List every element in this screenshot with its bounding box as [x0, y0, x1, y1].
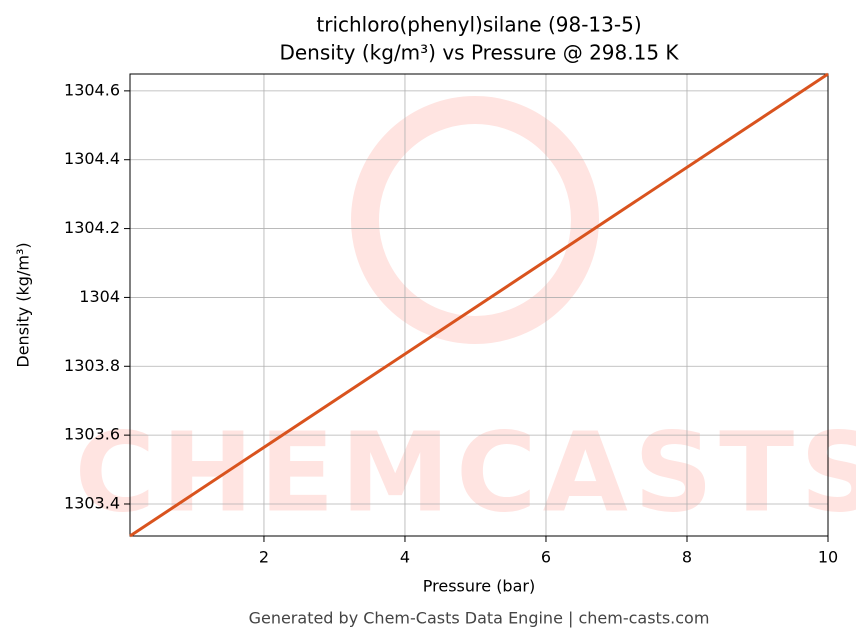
y-tick-label: 1304.2	[64, 218, 120, 237]
x-tick-label: 8	[682, 548, 692, 567]
x-tick-label: 6	[541, 548, 551, 567]
y-tick-label: 1304	[79, 287, 120, 306]
x-tick-label: 4	[400, 548, 410, 567]
x-tick-label: 2	[259, 548, 269, 567]
y-axis-label: Density (kg/m³)	[14, 242, 33, 367]
data-line	[129, 72, 829, 538]
chart-subtitle: Density (kg/m³) vs Pressure @ 298.15 K	[279, 41, 679, 65]
y-tick-label: 1303.6	[64, 425, 120, 444]
footer: Generated by Chem-Casts Data Engine | ch…	[249, 609, 710, 628]
chart-title: trichloro(phenyl)silane (98-13-5)	[316, 13, 641, 37]
y-tick-label: 1303.8	[64, 356, 120, 375]
y-tick-label: 1303.4	[64, 493, 120, 512]
watermark-logo	[351, 96, 599, 344]
plot-frame	[129, 73, 829, 537]
y-tick-label: 1304.6	[64, 80, 120, 99]
x-tick-label: 10	[818, 548, 838, 567]
y-tick-label: 1304.4	[64, 149, 120, 168]
x-axis-label: Pressure (bar)	[423, 577, 535, 596]
watermark: CHEMCASTS	[75, 408, 856, 536]
